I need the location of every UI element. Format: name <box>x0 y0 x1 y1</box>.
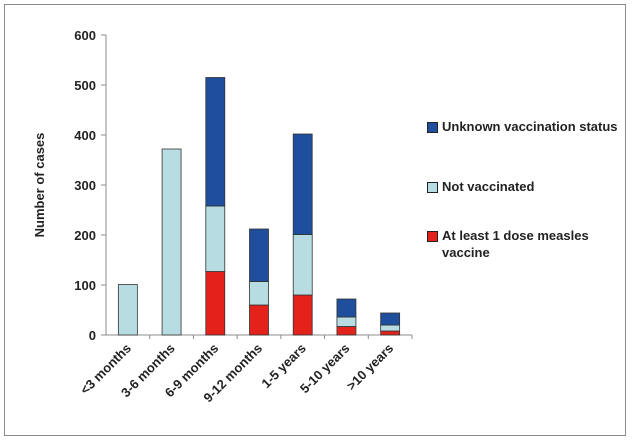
bar-segment <box>336 298 357 318</box>
bar-segment <box>117 284 138 336</box>
chart-frame <box>4 4 626 436</box>
legend-swatch-not-vaccinated <box>427 182 438 193</box>
bar-segment <box>161 148 182 336</box>
bar-segment <box>336 326 357 336</box>
y-tick-label: 300 <box>74 178 96 193</box>
bar-segment <box>292 133 313 235</box>
bar-segment <box>249 281 269 306</box>
bar-segment <box>205 77 226 207</box>
bar-segment <box>336 316 357 327</box>
legend-label-unknown: Unknown vaccination status <box>442 119 618 134</box>
legend-item-not-vaccinated: Not vaccinated <box>427 178 627 195</box>
bar-segment <box>380 324 401 332</box>
bar-segment <box>292 294 313 336</box>
y-axis-label: Number of cases <box>32 133 47 238</box>
y-tick-label: 0 <box>89 328 96 343</box>
y-tick-label: 600 <box>74 28 96 43</box>
bar-segment <box>380 312 401 326</box>
y-tick-label: 400 <box>74 128 96 143</box>
y-tick-label: 500 <box>74 78 96 93</box>
y-axis: 0 100 200 300 400 500 600 <box>74 28 107 343</box>
bar-segment <box>205 205 226 272</box>
legend-label-not-vaccinated: Not vaccinated <box>442 179 535 194</box>
x-tick-label: >10 years <box>343 341 396 394</box>
bar-segment <box>380 330 401 336</box>
bar-segment <box>249 228 269 282</box>
bar-segment <box>249 304 269 336</box>
legend-item-vaccinated: At least 1 dose measles vaccine <box>427 227 627 261</box>
y-tick-label: 200 <box>74 228 96 243</box>
legend-swatch-vaccinated <box>427 231 438 242</box>
bars <box>117 77 401 336</box>
legend-label-vaccinated: At least 1 dose measles vaccine <box>442 228 589 260</box>
legend-swatch-unknown <box>427 122 438 133</box>
legend-item-unknown: Unknown vaccination status <box>427 118 627 135</box>
bar-segment <box>205 271 226 336</box>
y-tick-label: 100 <box>74 278 96 293</box>
bar-segment <box>292 234 313 296</box>
